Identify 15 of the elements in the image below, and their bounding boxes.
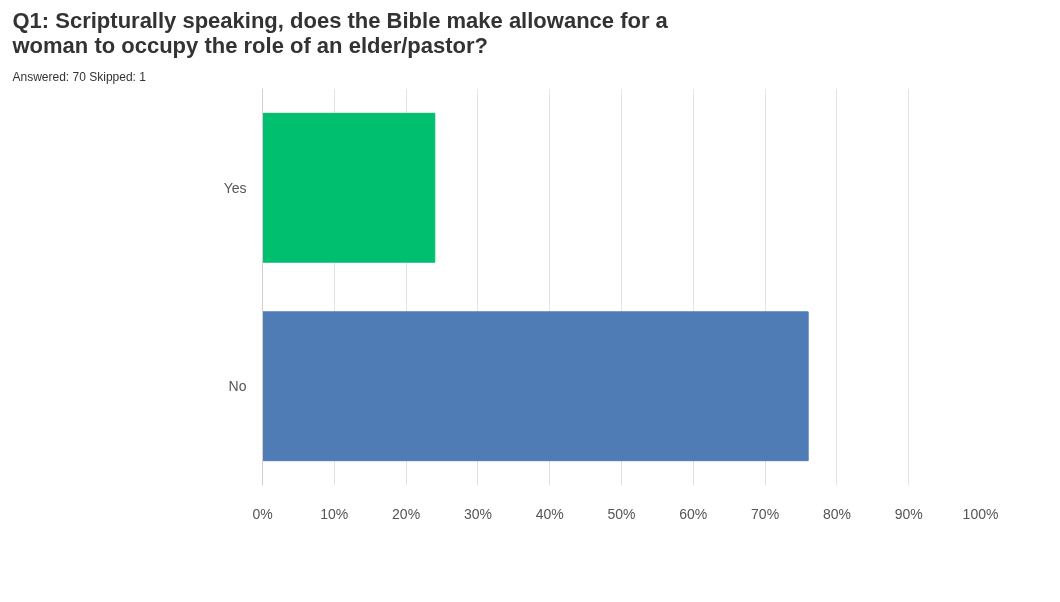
x-tick-label: 50% xyxy=(607,505,636,522)
x-tick-label: 20% xyxy=(392,505,421,522)
chart-title: Q1: Scripturally speaking, does the Bible make allowance for a woman to occupy the role of an elder/pastor? xyxy=(11,7,669,58)
x-tick-label: 40% xyxy=(535,505,564,522)
y-tick-label: No xyxy=(228,378,247,395)
x-tick-label: 10% xyxy=(320,505,349,522)
x-tick-label: 60% xyxy=(679,505,708,522)
y-tick-label: Yes xyxy=(223,179,247,196)
x-tick-label: 30% xyxy=(463,505,492,522)
x-tick-label: 80% xyxy=(822,505,851,522)
x-tick-label: 70% xyxy=(751,505,780,522)
text: Answered: 70 Skipped: 1 xyxy=(12,69,147,84)
x-tick-label: 100% xyxy=(962,505,999,522)
x-tick-label: 90% xyxy=(894,505,923,522)
x-tick-label: 0% xyxy=(252,505,273,522)
